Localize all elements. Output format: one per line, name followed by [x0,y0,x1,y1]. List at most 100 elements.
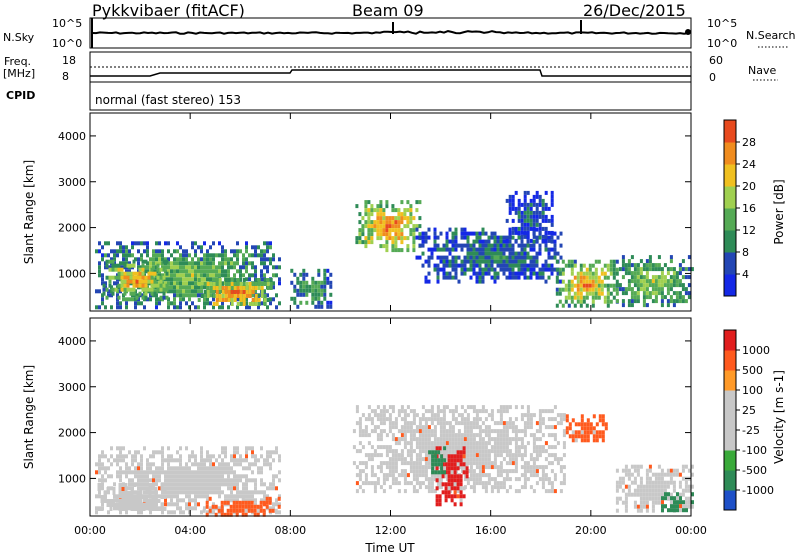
scatter-cell [236,253,239,258]
scatter-cell [415,445,419,450]
scatter-cell [651,500,655,505]
scatter-cell [394,224,398,229]
scatter-cell [173,289,176,294]
scatter-cell [585,287,589,292]
scatter-cell [352,445,356,450]
scatter-cell [116,498,119,503]
colorbar-tick-label: 1000 [742,344,770,357]
scatter-cell [242,273,245,278]
scatter-cell [562,453,566,458]
scatter-cell [173,297,176,302]
scatter-cell [209,289,212,294]
scatter-cell [690,484,694,489]
scatter-cell [296,292,300,297]
scatter-cell [254,486,257,491]
scatter-cell [379,212,383,217]
scatter-cell [170,486,173,491]
scatter-cell [355,449,359,454]
scatter-cell [523,421,527,426]
scatter-cell [618,283,622,288]
scatter-cell [538,222,542,227]
scatter-cell [275,265,278,270]
scatter-cell [111,267,115,272]
scatter-cell [188,265,191,270]
scatter-cell [642,287,646,292]
scatter-cell [547,453,551,458]
scatter-cell [239,494,242,499]
scatter-cell [212,478,215,483]
scatter-cell [114,267,118,272]
scatter-cell [200,482,203,487]
scatter-cell [379,453,383,458]
scatter-cell [648,488,652,493]
scatter-cell [248,305,251,310]
scatter-cell [493,453,497,458]
scatter-cell [511,259,515,264]
scatter-cell [200,450,203,455]
scatter-cell [400,473,404,478]
scatter-cell [212,282,216,286]
scatter-cell [248,446,251,451]
scatter-cell [588,287,592,292]
scatter-cell [116,462,119,467]
scatter-cell [111,259,115,264]
scatter-cell [233,286,237,290]
scatter-cell [451,441,455,446]
scatter-cell [466,259,470,264]
scatter-cell [421,251,425,256]
scatter-cell [257,298,261,302]
scatter-cell [520,441,524,446]
scatter-cell [263,482,266,487]
scatter-cell [200,466,203,471]
scatter-cell [466,425,470,430]
scatter-cell [451,413,455,418]
scatter-cell [672,488,676,493]
scatter-cell [260,490,263,495]
scatter-cell [409,461,413,466]
scatter-cell [120,279,124,284]
scatter-cell [505,437,509,442]
scatter-cell [212,269,215,274]
scatter-cell [197,470,200,475]
scatter-cell [535,210,539,215]
scatter-cell [576,275,580,280]
scatter-cell [385,445,389,450]
scatter-cell [520,210,524,215]
scatter-cell [669,500,673,505]
scatter-cell [167,482,170,487]
scatter-cell [122,257,125,262]
scatter-cell [570,299,574,304]
scatter-cell [176,458,179,463]
scatter-cell [239,265,242,270]
scatter-cell [394,244,398,249]
scatter-cell [194,249,197,254]
scatter-cell [526,214,530,219]
scatter-cell [373,481,377,486]
scatter-cell [364,208,368,213]
scatter-cell [573,303,577,308]
scatter-cell [179,269,182,274]
scatter-cell [158,273,161,278]
scatter-cell [493,445,497,450]
scatter-cell [116,293,119,298]
scatter-cell [209,490,212,495]
scatter-cell [245,261,248,266]
scatter-cell [403,421,407,426]
scatter-cell [499,465,503,470]
scatter-cell [251,245,254,250]
scatter-cell [511,421,515,426]
scatter-cell [132,279,136,284]
scatter-cell [651,472,655,477]
scatter-cell [163,487,167,491]
scatter-cell [529,218,533,223]
scatter-cell [679,500,682,505]
scatter-cell [633,291,637,296]
scatter-cell [132,259,136,264]
scatter-cell [508,259,512,264]
scatter-cell [459,450,463,455]
scatter-cell [159,287,163,292]
scatter-cell [567,287,571,292]
scatter-cell [538,214,542,219]
scatter-cell [314,284,318,289]
